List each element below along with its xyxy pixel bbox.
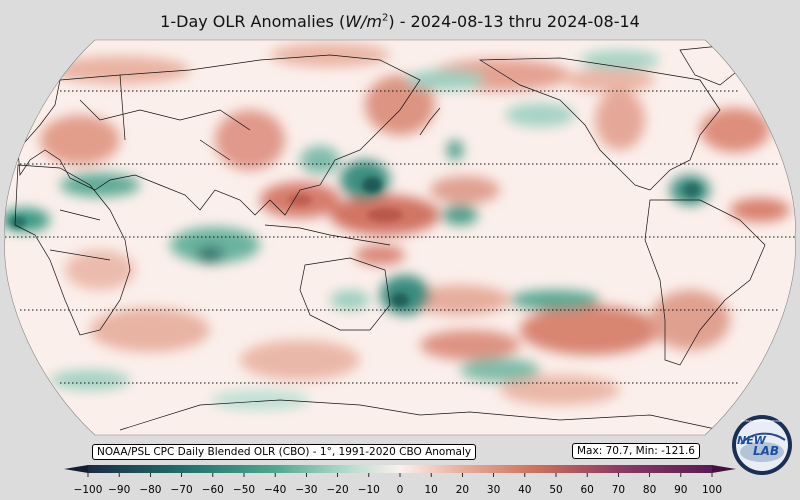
title-unit-exp: 2 <box>381 12 389 24</box>
colorbar-tick-label: −70 <box>171 484 193 496</box>
title-unit-var: W/m <box>345 12 382 31</box>
max-min-stats: Max: 70.7, Min: -121.6 <box>572 443 700 459</box>
japan-outline <box>419 107 441 136</box>
south-america-outline <box>644 199 766 366</box>
anomaly-field <box>4 43 790 410</box>
coastlines <box>14 44 766 431</box>
borders-sample <box>49 74 251 261</box>
colorbar-tick-label: 30 <box>487 484 500 496</box>
antarctica-outline <box>119 399 721 431</box>
colorbar-tick-label: 0 <box>397 484 404 496</box>
anomaly-cores <box>10 177 700 307</box>
colorbar-tick-label: 20 <box>456 484 469 496</box>
colorbar-gradient <box>88 465 712 473</box>
colorbar-tick-label: −40 <box>264 484 286 496</box>
colorbar-tick-label: −80 <box>139 484 161 496</box>
colorbar-min-extension <box>64 465 88 473</box>
africa-outline <box>14 164 131 336</box>
colorbar: −100 −90 −80 −70 −60 −50 −40 −30 −20 −10 0 10 20 30 40… <box>64 465 736 496</box>
colorbar-tick-label: −20 <box>327 484 349 496</box>
colorbar-tick-label: −10 <box>358 484 380 496</box>
colorbar-tick-label: −100 <box>74 484 103 496</box>
colorbar-tick-label: 90 <box>674 484 687 496</box>
colorbar-tick-label: −30 <box>295 484 317 496</box>
logo-top-text: NEW <box>737 434 767 447</box>
australia-outline <box>299 257 391 331</box>
colorbar-tick-label: −60 <box>202 484 224 496</box>
noaa-lab-logo[interactable]: NEW LAB PHYSICAL SCIENCES LABORATORY <box>731 414 795 478</box>
colorbar-tick-label: −90 <box>108 484 130 496</box>
graticule <box>5 90 795 384</box>
logo-bottom-text: LAB <box>753 444 779 458</box>
north-america-outline <box>478 57 721 191</box>
colorbar-ticks: −100 −90 −80 −70 −60 −50 −40 −30 −20 −10 0 10 20 30 40… <box>74 473 722 496</box>
colorbar-tick-label: 40 <box>518 484 531 496</box>
data-source-credit: NOAA/PSL CPC Daily Blended OLR (CBO) - 1… <box>92 444 477 460</box>
colorbar-tick-label: 80 <box>643 484 656 496</box>
colorbar-max-extension <box>712 465 736 473</box>
colorbar-tick-label: 50 <box>549 484 562 496</box>
colorbar-tick-label: 70 <box>612 484 625 496</box>
indonesia-outline <box>264 224 391 246</box>
colorbar-tick-label: 100 <box>702 484 722 496</box>
logo-ring-text: PHYSICAL SCIENCES LABORATORY <box>741 420 782 423</box>
colorbar-tick-label: 60 <box>581 484 594 496</box>
colorbar-tick-label: −50 <box>233 484 255 496</box>
map-title: 1-Day OLR Anomalies (W/m2) - 2024-08-13 … <box>160 12 640 31</box>
colorbar-tick-label: 10 <box>425 484 438 496</box>
eurasia-outline <box>17 54 421 216</box>
